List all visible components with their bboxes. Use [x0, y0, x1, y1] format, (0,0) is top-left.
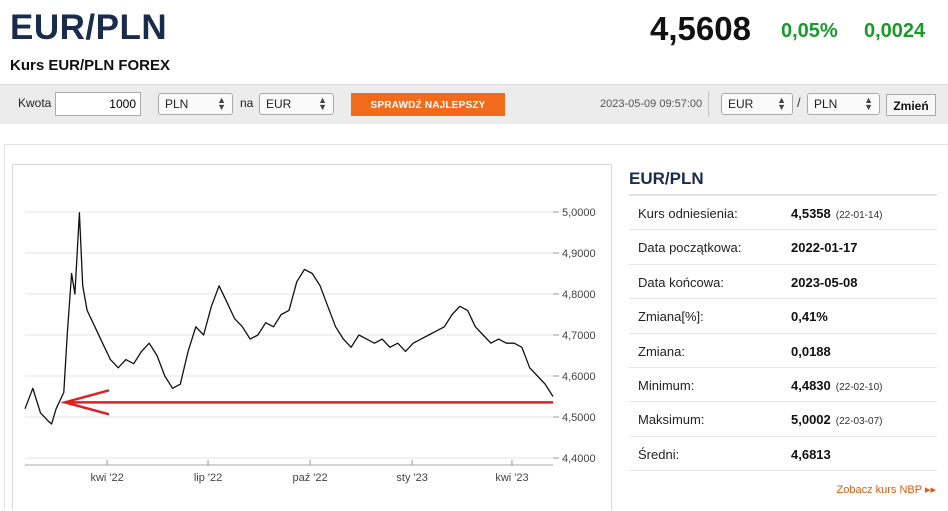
pair-quote-value: PLN — [814, 97, 838, 111]
stats-title: EUR/PLN — [629, 166, 937, 196]
x-tick-label: sty '23 — [396, 472, 427, 484]
stat-label: Zmiana: — [638, 343, 685, 359]
stat-value-text: 2022-01-17 — [791, 240, 858, 256]
stat-value-text: 2023-05-08 — [791, 274, 858, 290]
pair-base-value: EUR — [728, 97, 754, 111]
stat-date: (22-03-07) — [835, 416, 883, 428]
stat-value-text: 5,0002 — [791, 412, 831, 428]
select-arrows-icon: ▲ ▼ — [777, 95, 786, 112]
to-currency-value: EUR — [266, 97, 292, 111]
stat-row: Zmiana[%]: 0,41% — [629, 299, 937, 334]
change-absolute: 0,0024 — [864, 20, 926, 42]
stat-row: Zmiana: 0,0188 — [629, 334, 937, 368]
amount-input[interactable] — [55, 92, 141, 116]
nbp-rate-link[interactable]: Zobacz kurs NBP ▸▸ — [836, 484, 936, 496]
stat-label: Maksimum: — [638, 412, 705, 428]
stat-value: 4,6813 — [791, 447, 831, 462]
toolbar-divider — [708, 91, 709, 117]
stats-table: Kurs odniesienia: 4,5358 (22-01-14) Data po… — [629, 196, 937, 472]
stat-label: Kurs odniesienia: — [638, 206, 738, 221]
stat-value-text: 4,4830 — [791, 377, 831, 393]
y-tick-label: 4,9000 — [562, 248, 596, 260]
reference-arrow-icon — [60, 389, 110, 416]
stat-date: (22-01-14) — [835, 210, 883, 221]
from-currency-value: PLN — [165, 97, 189, 111]
stat-value: 4,4830 (22-02-10) — [791, 378, 882, 393]
stat-row: Kurs odniesienia: 4,5358 (22-01-14) — [629, 196, 937, 231]
stat-value: 5,0002 (22-03-07) — [791, 412, 882, 427]
change-percent: 0,05% — [781, 20, 838, 42]
stat-value-text: 4,6813 — [791, 446, 831, 462]
stat-label: Data początkowa: — [638, 240, 742, 256]
pair-base-select[interactable]: EUR ▲ ▼ — [721, 93, 793, 115]
stat-label: Minimum: — [638, 377, 695, 393]
stat-label: Data końcowa: — [638, 274, 724, 290]
stat-value: 0,0188 — [791, 344, 831, 359]
stat-row: Data początkowa: 2022-01-17 — [629, 230, 937, 265]
pair-slash: / — [797, 95, 801, 110]
stat-date: (22-02-10) — [835, 381, 883, 393]
stats-panel: EUR/PLN Kurs odniesienia: 4,5358 (22-01-14… — [629, 166, 937, 472]
stat-value: 0,41% — [791, 309, 828, 324]
select-arrows-icon: ▲ ▼ — [318, 95, 327, 112]
stat-value-text: 4,5358 — [791, 206, 831, 221]
select-arrows-icon: ▲ ▼ — [864, 95, 873, 112]
select-arrows-icon: ▲ ▼ — [217, 95, 226, 112]
x-tick-label: kwi '22 — [90, 472, 123, 484]
from-currency-select[interactable]: PLN ▲ ▼ — [158, 93, 233, 115]
na-label: na — [240, 96, 254, 110]
to-currency-select[interactable]: EUR ▲ ▼ — [259, 93, 334, 115]
best-rate-button[interactable]: SPRAWDŹ NAJLEPSZY KURS — [351, 93, 505, 134]
stat-value: 4,5358 (22-01-14) — [791, 206, 882, 221]
y-tick-label: 4,4000 — [562, 453, 596, 465]
y-tick-label: 4,6000 — [562, 371, 596, 383]
pair-quote-select[interactable]: PLN ▲ ▼ — [807, 93, 880, 115]
chart-panel: 5,0000 4,9000 4,8000 4,7000 4,6000 4,5000 4,40… — [12, 164, 612, 510]
rate-chart: 5,0000 4,9000 4,8000 4,7000 4,6000 4,5000 4,40… — [24, 207, 596, 484]
stat-value-text: 0,41% — [791, 309, 828, 325]
stat-value: 2023-05-08 — [791, 275, 858, 290]
y-tick-label: 4,8000 — [562, 289, 596, 301]
x-tick-label: paź '22 — [293, 472, 328, 484]
stat-row: Data końcowa: 2023-05-08 — [629, 265, 937, 300]
stat-row: Minimum: 4,4830 (22-02-10) — [629, 368, 937, 403]
y-tick-label: 4,7000 — [562, 330, 596, 342]
stat-row: Średni: 4,6813 — [629, 437, 937, 472]
stat-value: 2022-01-17 — [791, 240, 858, 255]
amount-label: Kwota — [18, 96, 52, 110]
page-header: EUR/PLN Kurs EUR/PLN FOREX 4,5608 0,05% … — [0, 0, 948, 82]
x-tick-label: lip '22 — [194, 472, 222, 484]
y-tick-label: 4,5000 — [562, 412, 596, 424]
stat-value-text: 0,0188 — [791, 343, 831, 359]
stat-label: Średni: — [638, 446, 680, 462]
x-tick-label: kwi '23 — [495, 472, 528, 484]
rate-series-line — [24, 212, 554, 425]
quote-timestamp: 2023-05-09 09:57:00 — [600, 98, 703, 110]
change-pair-button[interactable]: Zmień — [886, 94, 936, 116]
current-price: 4,5608 — [650, 10, 751, 47]
content-area — [4, 144, 948, 510]
y-tick-label: 5,0000 — [562, 207, 596, 219]
stat-label: Zmiana[%]: — [638, 309, 704, 325]
page-subtitle: Kurs EUR/PLN FOREX — [10, 57, 171, 74]
converter-toolbar: Kwota PLN ▲▼ na EUR ▲▼ SPRAWDŹ NAJLEPSZY… — [0, 84, 948, 134]
page-title: EUR/PLN — [10, 8, 168, 47]
stat-row: Maksimum: 5,0002 (22-03-07) — [629, 402, 937, 437]
